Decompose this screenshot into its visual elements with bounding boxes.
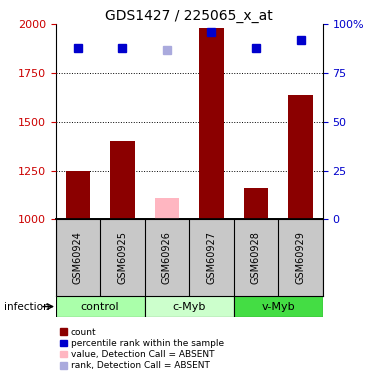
Text: GSM60927: GSM60927: [207, 231, 216, 284]
Bar: [199, 28, 224, 219]
Title: GDS1427 / 225065_x_at: GDS1427 / 225065_x_at: [105, 9, 273, 23]
Text: v-Myb: v-Myb: [262, 302, 295, 312]
Text: GSM60926: GSM60926: [162, 231, 172, 284]
Bar: [155, 198, 179, 219]
Bar: [110, 141, 135, 219]
Text: control: control: [81, 302, 119, 312]
Text: GSM60924: GSM60924: [73, 231, 83, 284]
Bar: [244, 188, 268, 219]
Text: infection: infection: [4, 302, 49, 312]
Legend: count, percentile rank within the sample, value, Detection Call = ABSENT, rank, : count, percentile rank within the sample…: [60, 328, 224, 370]
Bar: [288, 94, 313, 219]
Bar: [56, 296, 145, 317]
Text: GSM60929: GSM60929: [296, 231, 305, 284]
Text: GSM60928: GSM60928: [251, 231, 261, 284]
Bar: [145, 296, 234, 317]
Text: GSM60925: GSM60925: [118, 231, 127, 284]
Text: c-Myb: c-Myb: [173, 302, 206, 312]
Bar: [66, 171, 90, 219]
Bar: [234, 296, 323, 317]
